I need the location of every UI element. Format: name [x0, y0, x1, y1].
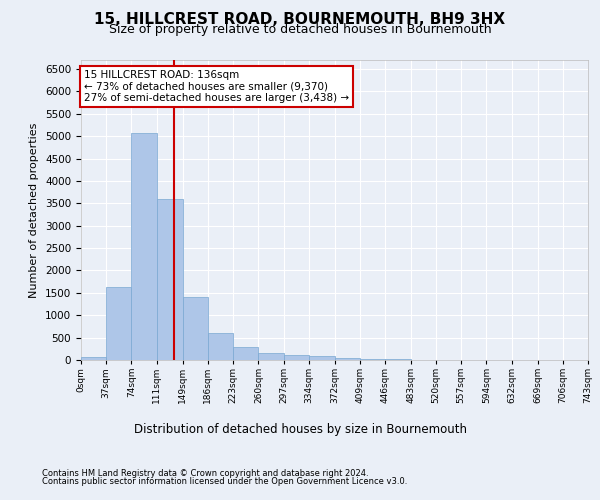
Bar: [208, 333, 233, 360]
Bar: [106, 286, 131, 360]
Bar: [182, 298, 208, 360]
Text: 15 HILLCREST ROAD: 136sqm
← 73% of detached houses are smaller (9,370)
27% of se: 15 HILLCREST ROAD: 136sqm ← 73% of detac…: [84, 70, 349, 103]
Text: Size of property relative to detached houses in Bournemouth: Size of property relative to detached ho…: [109, 22, 491, 36]
Bar: [360, 358, 385, 360]
Text: 15, HILLCREST ROAD, BOURNEMOUTH, BH9 3HX: 15, HILLCREST ROAD, BOURNEMOUTH, BH9 3HX: [94, 12, 506, 28]
Y-axis label: Number of detached properties: Number of detached properties: [29, 122, 40, 298]
Bar: [81, 358, 106, 360]
Bar: [131, 133, 157, 360]
Text: Contains public sector information licensed under the Open Government Licence v3: Contains public sector information licen…: [42, 477, 407, 486]
Bar: [157, 199, 182, 360]
Bar: [284, 354, 309, 360]
Text: Distribution of detached houses by size in Bournemouth: Distribution of detached houses by size …: [133, 422, 467, 436]
Text: Contains HM Land Registry data © Crown copyright and database right 2024.: Contains HM Land Registry data © Crown c…: [42, 468, 368, 477]
Bar: [233, 347, 259, 360]
Bar: [309, 356, 335, 360]
Bar: [259, 354, 284, 360]
Bar: [335, 358, 360, 360]
